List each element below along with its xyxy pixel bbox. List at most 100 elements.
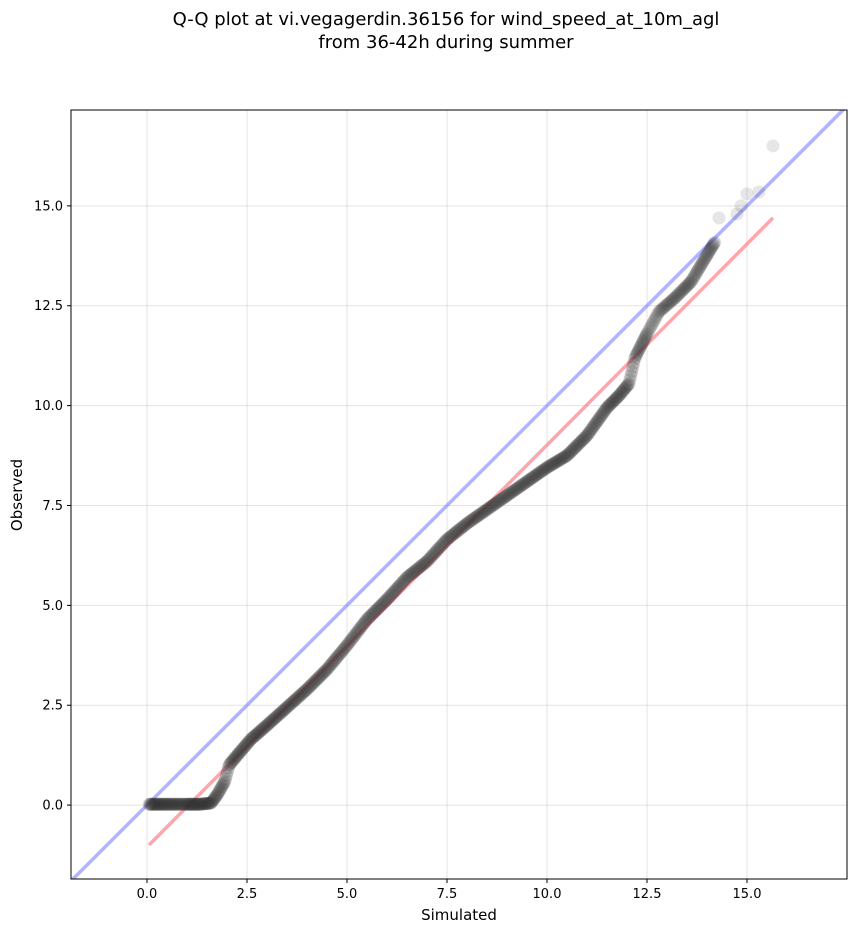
qq-point — [253, 724, 267, 738]
qq-point — [219, 768, 233, 782]
qq-point — [730, 207, 744, 221]
qq-point — [203, 796, 217, 810]
qq-point — [494, 493, 508, 507]
qq-point — [427, 547, 441, 561]
qq-point — [555, 452, 569, 466]
qq-point — [656, 302, 670, 316]
qq-point — [675, 284, 689, 298]
qq-point — [211, 786, 225, 800]
qq-point — [501, 488, 515, 502]
qq-point — [529, 468, 543, 482]
y-tick-label: 15.0 — [34, 199, 63, 214]
qq-point — [339, 639, 353, 653]
qq-point — [240, 737, 254, 751]
qq-point — [299, 683, 313, 697]
qq-point — [161, 797, 175, 811]
qq-point — [390, 581, 404, 595]
qq-point — [270, 710, 284, 724]
qq-point — [271, 709, 285, 723]
qq-point — [182, 797, 196, 811]
qq-point — [622, 377, 636, 391]
qq-point — [523, 472, 537, 486]
qq-point — [290, 692, 304, 706]
qq-point — [450, 525, 464, 539]
qq-point — [332, 648, 346, 662]
qq-point — [379, 594, 393, 608]
qq-point — [195, 797, 209, 811]
qq-point — [246, 730, 260, 744]
qq-point — [156, 797, 170, 811]
qq-point — [433, 540, 447, 554]
qq-point — [602, 399, 616, 413]
qq-point — [599, 402, 613, 416]
qq-point — [145, 797, 159, 811]
qq-point — [462, 515, 476, 529]
qq-point — [680, 279, 694, 293]
qq-point — [608, 393, 622, 407]
y-axis-label: Observed — [8, 459, 26, 531]
qq-point — [292, 690, 306, 704]
x-tick-label: 5.0 — [337, 887, 358, 902]
qq-point — [492, 494, 506, 508]
qq-point — [668, 291, 682, 305]
qq-point — [176, 797, 190, 811]
qq-point — [537, 462, 551, 476]
qq-point — [314, 668, 328, 682]
qq-point — [385, 587, 399, 601]
qq-point — [338, 641, 352, 655]
qq-point — [189, 797, 203, 811]
qq-point — [681, 277, 695, 291]
qq-point — [694, 257, 708, 271]
qq-point — [619, 380, 633, 394]
qq-point — [144, 797, 158, 811]
qq-point — [231, 747, 245, 761]
qq-point — [552, 453, 566, 467]
qq-point — [236, 742, 250, 756]
qq-point — [302, 680, 316, 694]
qq-point — [490, 496, 504, 510]
qq-point — [431, 543, 445, 557]
qq-point — [477, 504, 491, 518]
qq-point — [177, 797, 191, 811]
qq-point — [310, 672, 324, 686]
qq-point — [497, 490, 511, 504]
qq-point — [524, 472, 538, 486]
qq-point — [198, 797, 212, 811]
qq-point — [650, 309, 664, 323]
qq-point — [267, 712, 281, 726]
x-tick-label: 15.0 — [733, 887, 762, 902]
qq-point — [212, 785, 226, 799]
qq-point — [673, 285, 687, 299]
qq-point — [674, 285, 688, 299]
qq-point — [344, 633, 358, 647]
qq-point — [580, 428, 594, 442]
qq-point — [451, 524, 465, 538]
qq-point — [565, 444, 579, 458]
qq-point — [495, 492, 509, 506]
qq-point — [268, 711, 282, 725]
qq-point — [218, 775, 232, 789]
qq-point — [313, 669, 327, 683]
qq-point — [230, 749, 244, 763]
qq-point — [652, 305, 666, 319]
qq-point — [633, 340, 647, 354]
qq-point — [518, 476, 532, 490]
qq-point — [187, 797, 201, 811]
qq-point — [646, 316, 660, 330]
x-tick-label: 12.5 — [633, 887, 662, 902]
qq-point — [384, 588, 398, 602]
qq-point — [655, 302, 669, 316]
qq-point — [704, 241, 718, 255]
qq-point — [692, 262, 706, 276]
qq-point — [701, 246, 715, 260]
reference-line-y-equals-x — [71, 110, 846, 879]
qq-point — [628, 352, 642, 366]
qq-point — [146, 797, 160, 811]
qq-point — [672, 287, 686, 301]
qq-point — [143, 797, 157, 811]
qq-point — [355, 619, 369, 633]
qq-point — [665, 294, 679, 308]
qq-point — [540, 461, 554, 475]
qq-point — [513, 479, 527, 493]
